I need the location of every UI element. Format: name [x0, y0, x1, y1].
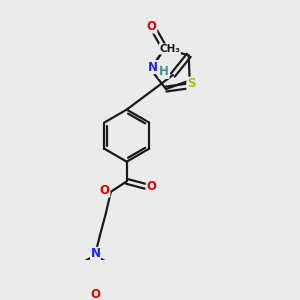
Text: H: H	[159, 65, 169, 78]
Text: O: O	[146, 180, 156, 193]
Text: O: O	[147, 20, 157, 33]
Text: CH₃: CH₃	[159, 44, 180, 54]
Text: S: S	[187, 77, 196, 90]
Text: O: O	[90, 288, 100, 300]
Text: N: N	[91, 248, 100, 260]
Text: N: N	[148, 61, 158, 74]
Text: S: S	[188, 78, 196, 92]
Text: O: O	[100, 184, 110, 197]
